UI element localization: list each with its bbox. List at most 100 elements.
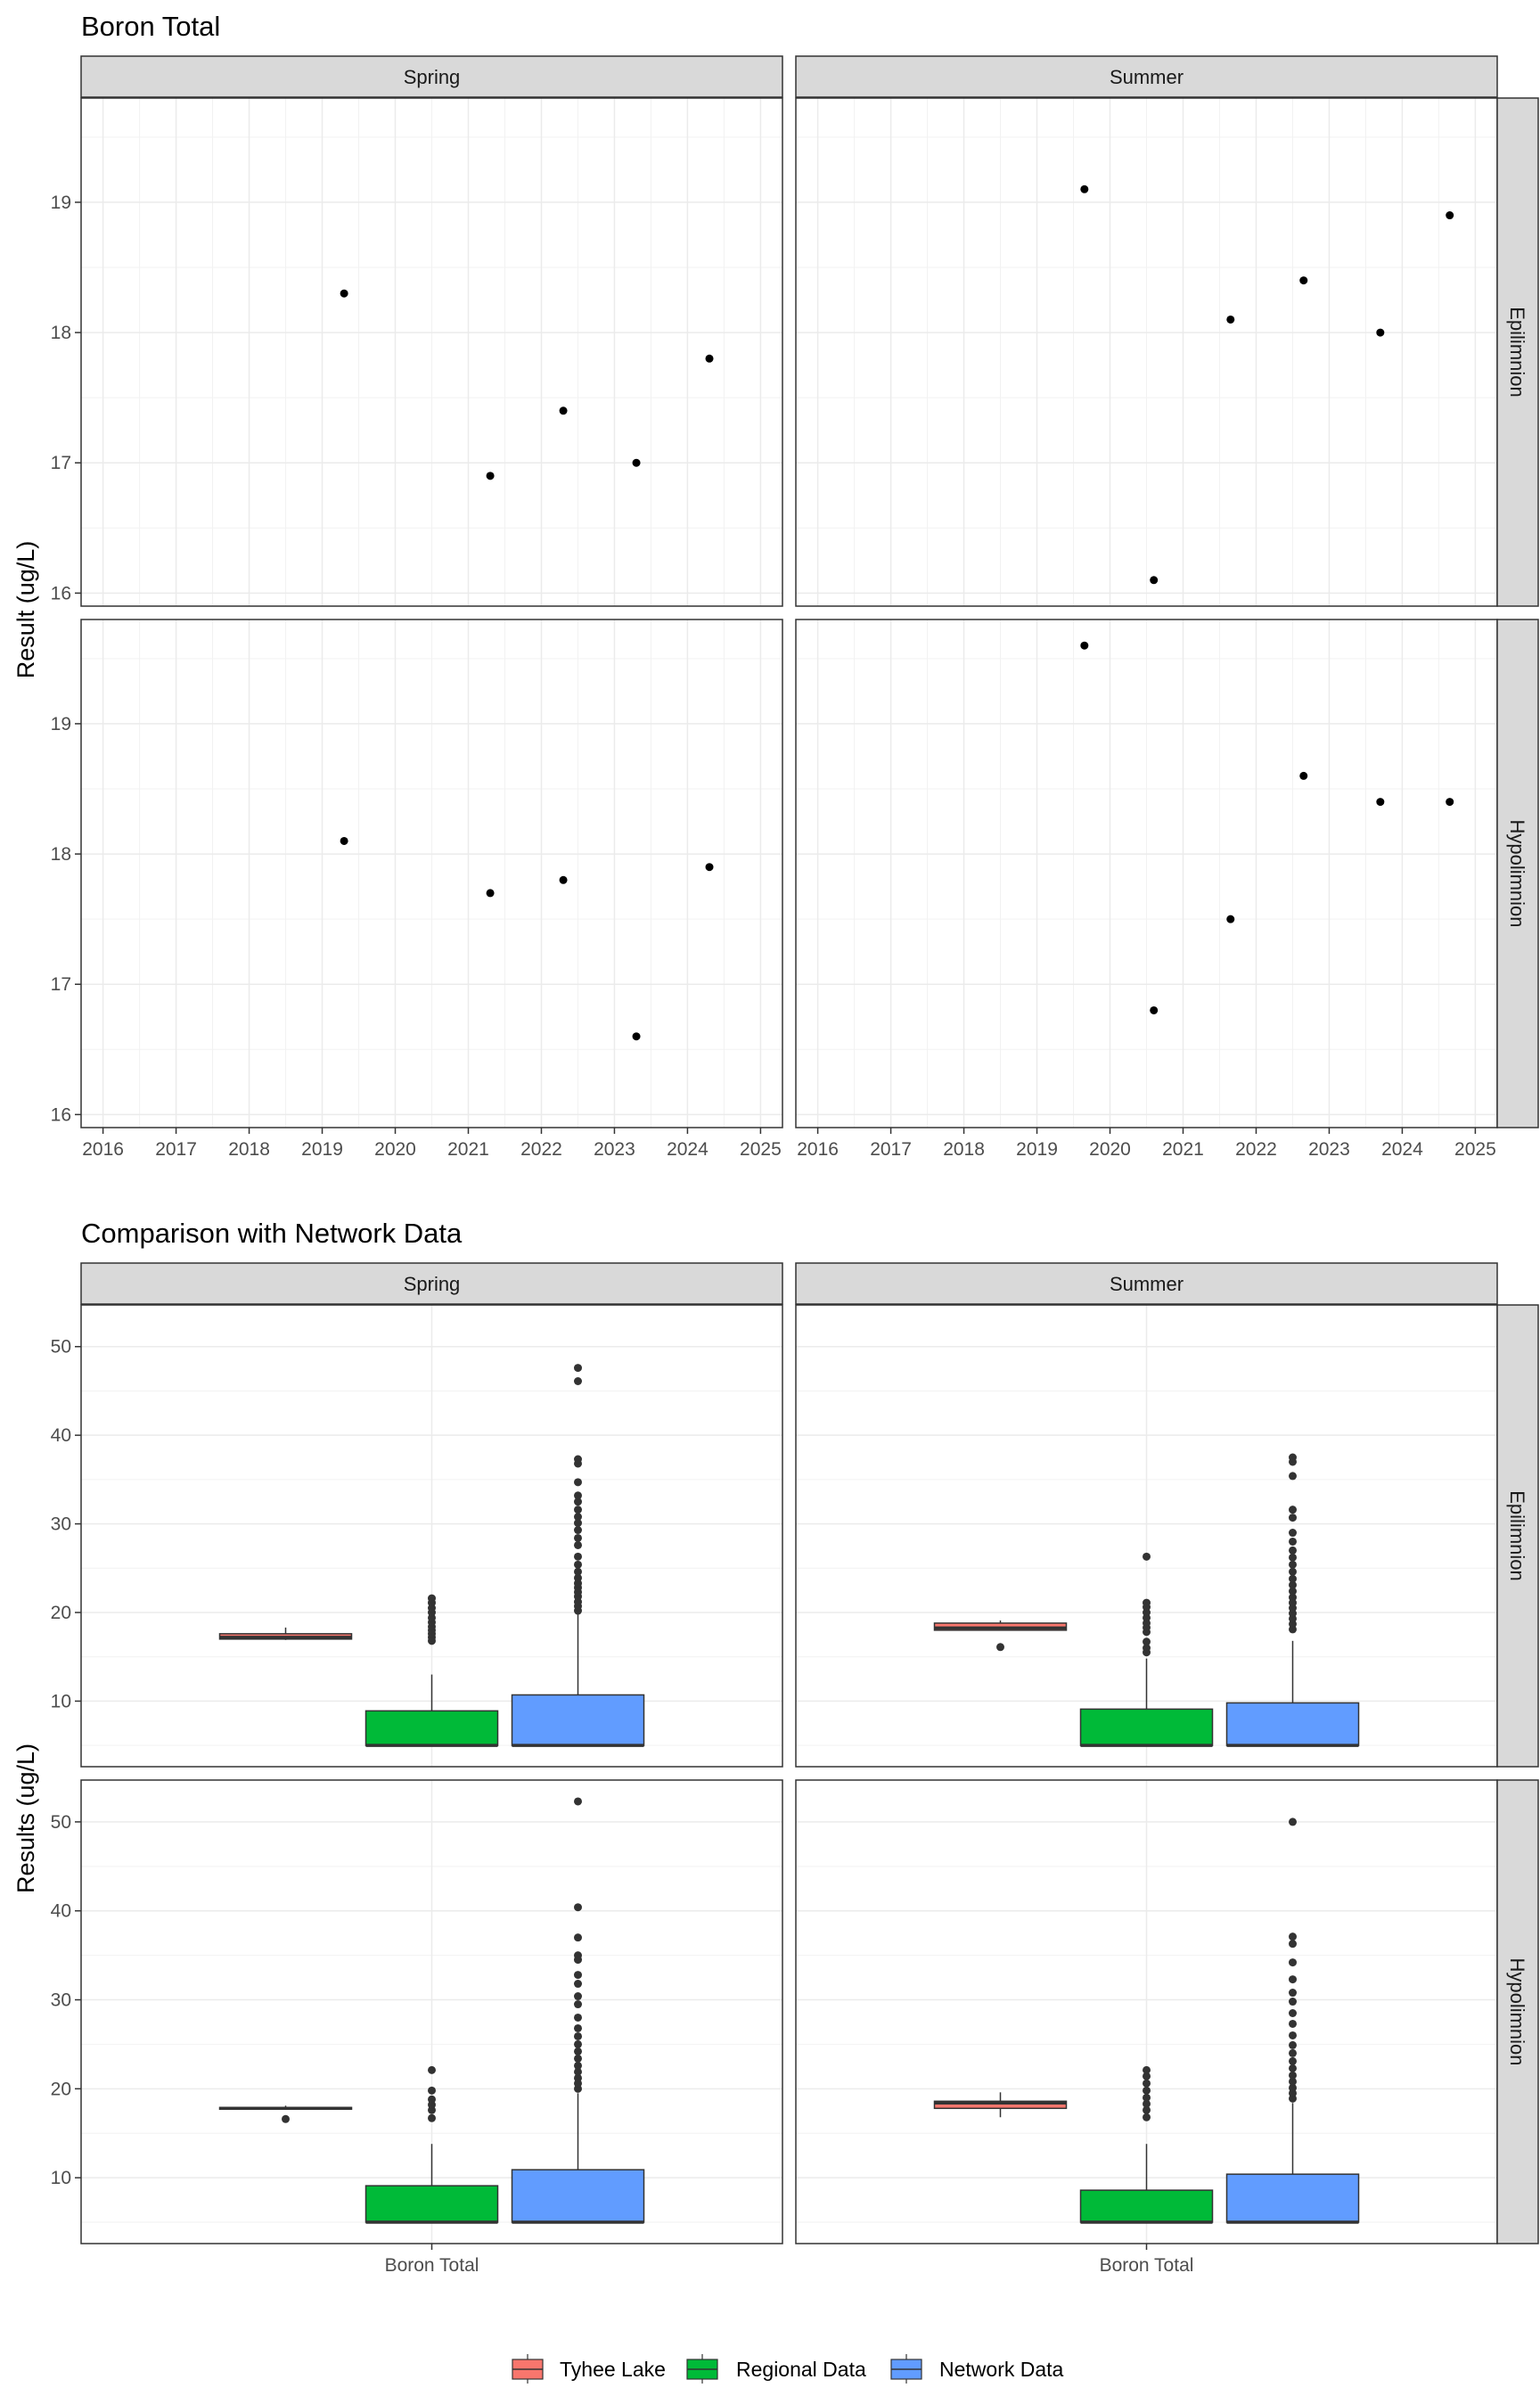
data-point (1150, 1005, 1159, 1014)
box-body (1079, 2189, 1214, 2223)
panel-border (80, 97, 783, 607)
outlier-point (574, 2031, 582, 2040)
box-tyhee-lake (218, 2105, 353, 2123)
data-point (705, 863, 714, 872)
box-body (1225, 2173, 1360, 2223)
outlier-point (1143, 1552, 1151, 1561)
outlier-point (574, 1903, 582, 1912)
scatter-panel-spring-epilimnion: 16 17 18 19 (51, 97, 783, 607)
boxplot-y-axis-title: Results (ug/L) (12, 1744, 39, 1893)
outlier-point (1289, 1580, 1297, 1589)
outlier-point (1289, 1567, 1297, 1576)
legend-item-network-data: Network Data (890, 2354, 1064, 2384)
outlier-point (574, 1540, 582, 1549)
x-tick-label: 2019 (301, 1139, 343, 1160)
data-point (486, 889, 495, 898)
outlier-point (1143, 2065, 1151, 2074)
boxplot-x-tick-label-spring: Boron Total (385, 2255, 479, 2276)
data-point (1150, 576, 1159, 585)
x-tick-label: 2024 (1381, 1139, 1423, 1160)
y-tick-label: 20 (51, 2079, 71, 2099)
y-tick-label: 30 (51, 1990, 71, 2011)
outlier-point (1289, 1553, 1297, 1562)
scatter-strip-summer: Summer (795, 55, 1498, 98)
outlier-point (1289, 2048, 1297, 2057)
box-body (1225, 1702, 1360, 1746)
outlier-point (574, 1377, 582, 1386)
outlier-point (1289, 1998, 1297, 2006)
y-tick-label: 40 (51, 1901, 71, 1922)
boxplot-strip-hypolimnion: Hypolimnion (1496, 1779, 1539, 2244)
outlier-point (574, 1567, 582, 1576)
box-body (365, 1710, 499, 1746)
panel-border (80, 1304, 783, 1768)
outlier-point (1143, 2113, 1151, 2121)
outlier-point (574, 2047, 582, 2055)
box-tyhee-lake (933, 1620, 1068, 1652)
outlier-point (1143, 2072, 1151, 2080)
legend-label-tyhee-lake: Tyhee Lake (560, 2358, 666, 2381)
boxplot-strip-epilimnion: Epilimnion (1496, 1304, 1539, 1768)
box-regional-data (365, 1594, 499, 1747)
box-tyhee-lake (218, 1627, 353, 1640)
outlier-point (1289, 1537, 1297, 1546)
outlier-point (1289, 1940, 1297, 1949)
outlier-point (1289, 2056, 1297, 2065)
outlier-point (1289, 1514, 1297, 1522)
outlier-point (1289, 2083, 1297, 2092)
boxplot-panel-spring-epilimnion: 10 20 30 40 50 (51, 1304, 783, 1768)
data-point (486, 472, 495, 480)
scatter-chart-title: Boron Total (81, 11, 220, 42)
box-body (1079, 1708, 1214, 1746)
outlier-point (1143, 1644, 1151, 1653)
data-point (632, 1032, 641, 1041)
outlier-point (1289, 2008, 1297, 2017)
outlier-point (1289, 1560, 1297, 1569)
legend-item-regional-data: Regional Data (686, 2354, 866, 2384)
data-point (1446, 211, 1454, 220)
y-tick-label: 19 (51, 193, 71, 213)
outlier-point (574, 1797, 582, 1806)
outlier-point (574, 1526, 582, 1535)
outlier-point (1289, 1546, 1297, 1555)
box-network-data (511, 1364, 645, 1747)
legend-label-network-data: Network Data (939, 2358, 1064, 2381)
x-tick-label: 2019 (1016, 1139, 1058, 1160)
outlier-point (1289, 1975, 1297, 1984)
outlier-point (574, 1980, 582, 1989)
scatter-panel-spring-hypolimnion: 16 17 18 19 2016 2017 2018 2019 2020 2021 2022 2023… (51, 619, 783, 1160)
y-tick-label: 10 (51, 1691, 71, 1711)
outlier-point (1143, 2086, 1151, 2095)
outlier-point (1289, 1529, 1297, 1538)
y-tick-label: 17 (51, 974, 71, 995)
boxplot-x-tick-label-summer: Boron Total (1100, 2255, 1194, 2276)
scatter-strip-hypolimnion-label: Hypolimnion (1506, 819, 1528, 927)
boxplot-panel-spring-hypolimnion: 10 20 30 40 50 (51, 1779, 783, 2244)
outlier-point (574, 1951, 582, 1960)
x-tick-label: 2023 (1308, 1139, 1350, 1160)
box-network-data (1225, 1818, 1360, 2224)
x-tick-label: 2020 (374, 1139, 416, 1160)
boxplot-x-tick-summer: Boron Total (1100, 2244, 1194, 2276)
y-tick-label: 16 (51, 583, 71, 603)
outlier-point (1289, 1989, 1297, 1998)
outlier-point (574, 1971, 582, 1980)
box-tyhee-lake (933, 2092, 1068, 2118)
outlier-point (1289, 1932, 1297, 1941)
scatter-strip-spring: Spring (80, 55, 783, 98)
y-tick-label: 17 (51, 453, 71, 473)
y-tick-label: 18 (51, 844, 71, 865)
outlier-point (428, 2086, 436, 2095)
outlier-point (574, 1560, 582, 1569)
outlier-point (428, 2065, 436, 2074)
outlier-point (1289, 2040, 1297, 2049)
box-body (511, 1694, 645, 1746)
data-point (340, 836, 348, 845)
data-point (1299, 276, 1308, 285)
box-network-data (511, 1797, 645, 2224)
outlier-point (996, 1643, 1004, 1652)
outlier-point (574, 2039, 582, 2048)
outlier-point (574, 1933, 582, 1942)
y-tick-label: 16 (51, 1104, 71, 1125)
